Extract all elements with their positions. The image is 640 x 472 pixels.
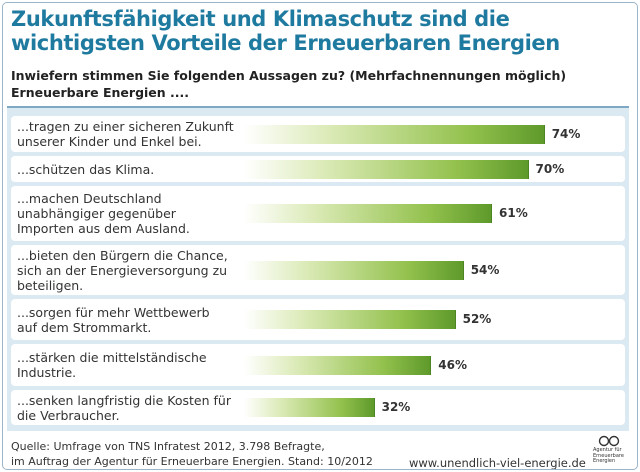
bar — [244, 124, 545, 144]
chart-row: ...tragen zu einer sicheren Zukunft unse… — [11, 116, 625, 152]
website-link[interactable]: www.unendlich-viel-energie.de — [409, 456, 586, 470]
bar-value-label: 70% — [535, 161, 565, 176]
title-line-1: Zukunftsfähigkeit und Klimaschutz sind d… — [11, 7, 510, 31]
logo-text-line-1: Agentur für — [593, 447, 622, 453]
bar-value-label: 54% — [470, 262, 500, 277]
category-label: ...tragen zu einer sicheren Zukunft unse… — [17, 119, 234, 149]
category-label: ...machen Deutschland unabhängiger gegen… — [17, 191, 190, 236]
source-line-1: Quelle: Umfrage von TNS Infratest 2012, … — [11, 440, 325, 453]
survey-question: Inwiefern stimmen Sie folgenden Aussagen… — [11, 68, 567, 83]
chart-row: ...senken langfristig die Kosten für die… — [11, 390, 625, 425]
bar — [244, 159, 529, 179]
bar-value-label: 74% — [551, 126, 581, 141]
infinity-logo-icon — [598, 435, 620, 447]
category-label: ...stärken die mittelständische Industri… — [17, 350, 207, 380]
bar-chart-panel: ...tragen zu einer sicheren Zukunft unse… — [7, 106, 629, 431]
bar — [244, 204, 493, 223]
category-label: ...bieten den Bürgern die Chance, sich a… — [17, 247, 228, 293]
bar-value-label: 46% — [438, 357, 468, 372]
title-line-2: wichtigsten Vorteile der Erneuerbaren En… — [11, 31, 560, 55]
chart-row: ...schützen das Klima. 70% — [11, 156, 625, 182]
bar — [244, 310, 456, 329]
chart-row: ...sorgen für mehr Wettbewerb auf dem St… — [11, 299, 625, 340]
bar-value-label: 32% — [381, 400, 411, 414]
chart-row: ...machen Deutschland unabhängiger gegen… — [11, 186, 625, 241]
bar — [244, 398, 375, 417]
source-note: Quelle: Umfrage von TNS Infratest 2012, … — [11, 439, 373, 469]
logo-text: Agentur für Erneuerbare Energien — [593, 447, 624, 465]
chart-row: ...stärken die mittelständische Industri… — [11, 344, 625, 386]
source-line-2: im Auftrag der Agentur für Erneuerbare E… — [11, 455, 373, 468]
logo-text-line-3: Energien — [593, 458, 616, 464]
category-label: ...schützen das Klima. — [17, 161, 155, 177]
chart-row: ...bieten den Bürgern die Chance, sich a… — [11, 245, 625, 295]
agency-logo: Agentur für Erneuerbare Energien — [589, 435, 633, 469]
chart-title: Zukunftsfähigkeit und Klimaschutz sind d… — [11, 7, 631, 55]
chart-subtitle: Inwiefern stimmen Sie folgenden Aussagen… — [11, 67, 566, 101]
logo-text-line-2: Erneuerbare — [593, 452, 624, 459]
bar — [244, 260, 464, 280]
statement-lead-in: Erneuerbare Energien .... — [11, 85, 190, 100]
bar-value-label: 61% — [499, 206, 528, 220]
category-label: ...senken langfristig die Kosten für die… — [17, 392, 231, 423]
category-label: ...sorgen für mehr Wettbewerb auf dem St… — [17, 304, 210, 335]
bar — [244, 355, 432, 375]
bar-value-label: 52% — [462, 312, 492, 326]
